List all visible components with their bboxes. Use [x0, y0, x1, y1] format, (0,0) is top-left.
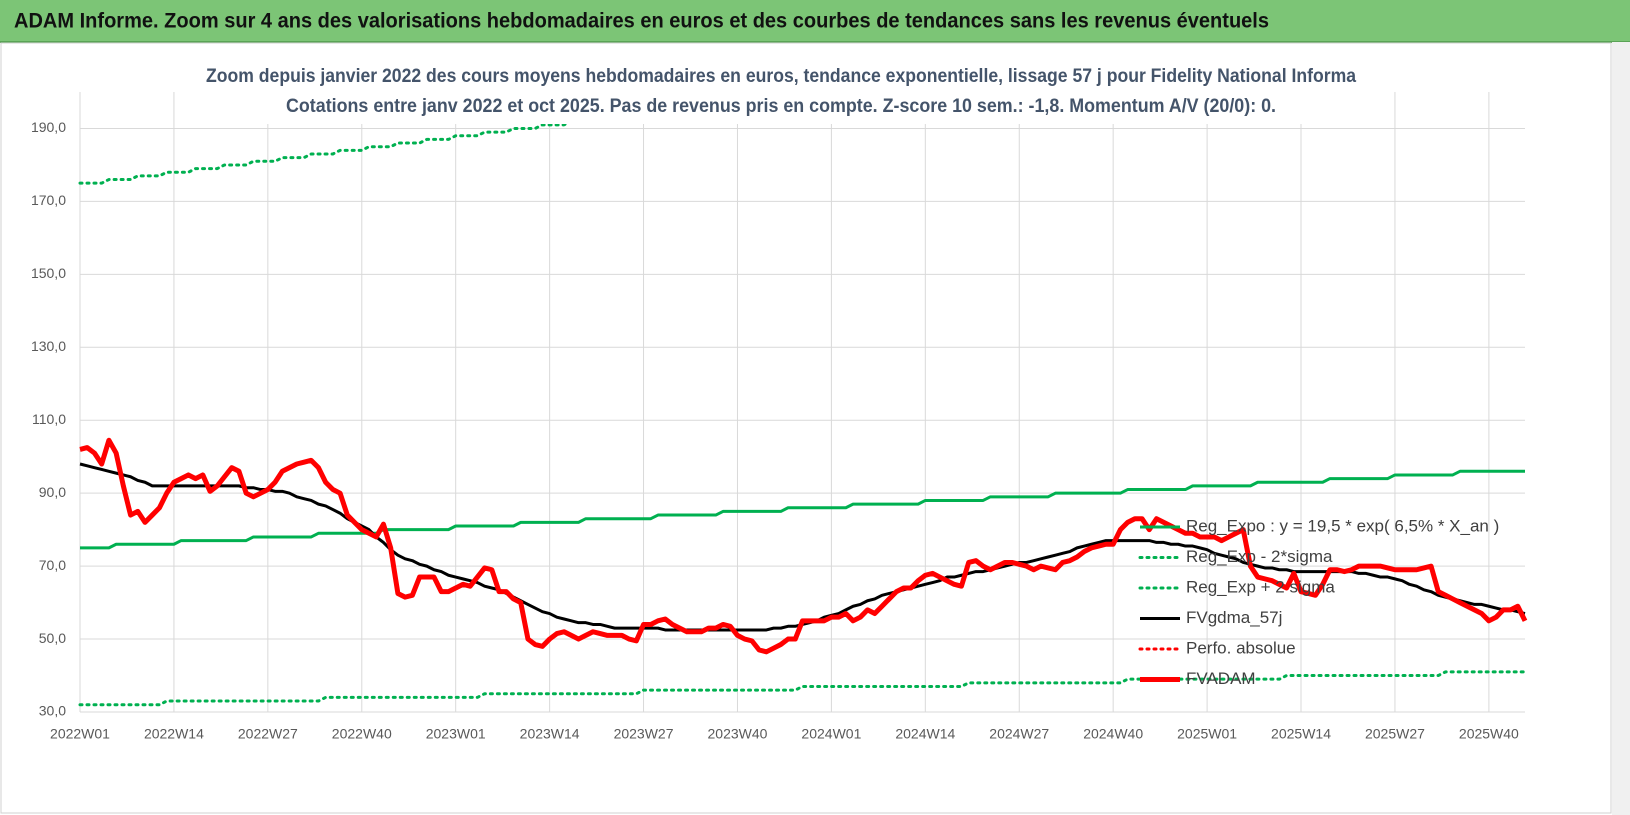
legend: Reg_Expo : y = 19,5 * exp( 6,5% * X_an )… [1138, 516, 1499, 688]
title-box [200, 58, 1365, 124]
x-tick-label: 2025W01 [1177, 726, 1237, 742]
x-tick-label: 2024W14 [895, 726, 955, 742]
y-tick-label: 70,0 [39, 557, 66, 573]
x-tick-label: 2023W14 [520, 726, 580, 742]
header-title: ADAM Informe. Zoom sur 4 ans des valoris… [14, 10, 1269, 33]
y-tick-label: 90,0 [39, 484, 66, 500]
side-strip [1612, 42, 1630, 815]
x-tick-label: 2024W27 [989, 726, 1049, 742]
x-tick-label: 2025W14 [1271, 726, 1331, 742]
legend-label: FVgdma_57j [1186, 608, 1282, 627]
chart-title: Zoom depuis janvier 2022 des cours moyen… [206, 66, 1356, 87]
legend-label: Reg_Expo : y = 19,5 * exp( 6,5% * X_an ) [1186, 516, 1499, 535]
y-tick-label: 110,0 [32, 411, 66, 427]
plot-area: 30,0 50,0 70,0 90,0 110,0 130,0 150,0 170,0 190,… [31, 92, 1528, 742]
chart-subtitle: Cotations entre janv 2022 et oct 2025. P… [286, 96, 1276, 117]
x-tick-label: 2024W01 [801, 726, 861, 742]
x-tick-label: 2022W27 [238, 726, 298, 742]
header-band [0, 0, 1630, 42]
y-tick-label: 150,0 [31, 265, 66, 281]
series-line [80, 469, 1525, 550]
series-line [79, 437, 1528, 655]
x-tick-label: 2023W27 [614, 726, 674, 742]
legend-label: Perfo. absolue [1186, 638, 1296, 657]
y-tick-label: 190,0 [31, 119, 66, 135]
series-line [78, 670, 1527, 707]
series-line [78, 92, 828, 185]
x-tick-label: 2022W01 [50, 726, 110, 742]
x-tick-label: 2022W40 [332, 726, 392, 742]
y-tick-label: 50,0 [39, 630, 66, 646]
legend-label: Reg_Exp - 2*sigma [1186, 547, 1333, 566]
x-tick-label: 2023W40 [708, 726, 768, 742]
y-tick-label: 30,0 [39, 703, 66, 719]
x-tick-label: 2025W27 [1365, 726, 1425, 742]
x-tick-label: 2024W40 [1083, 726, 1143, 742]
legend-label: FVADAM [1186, 669, 1256, 688]
y-tick-label: 170,0 [31, 192, 66, 208]
x-tick-label: 2025W40 [1459, 726, 1519, 742]
chart-frame [0, 42, 1612, 814]
x-tick-label: 2023W01 [426, 726, 486, 742]
legend-label: Reg_Exp + 2 sigma [1186, 577, 1335, 596]
x-tick-label: 2022W14 [144, 726, 204, 742]
y-tick-label: 130,0 [31, 338, 66, 354]
